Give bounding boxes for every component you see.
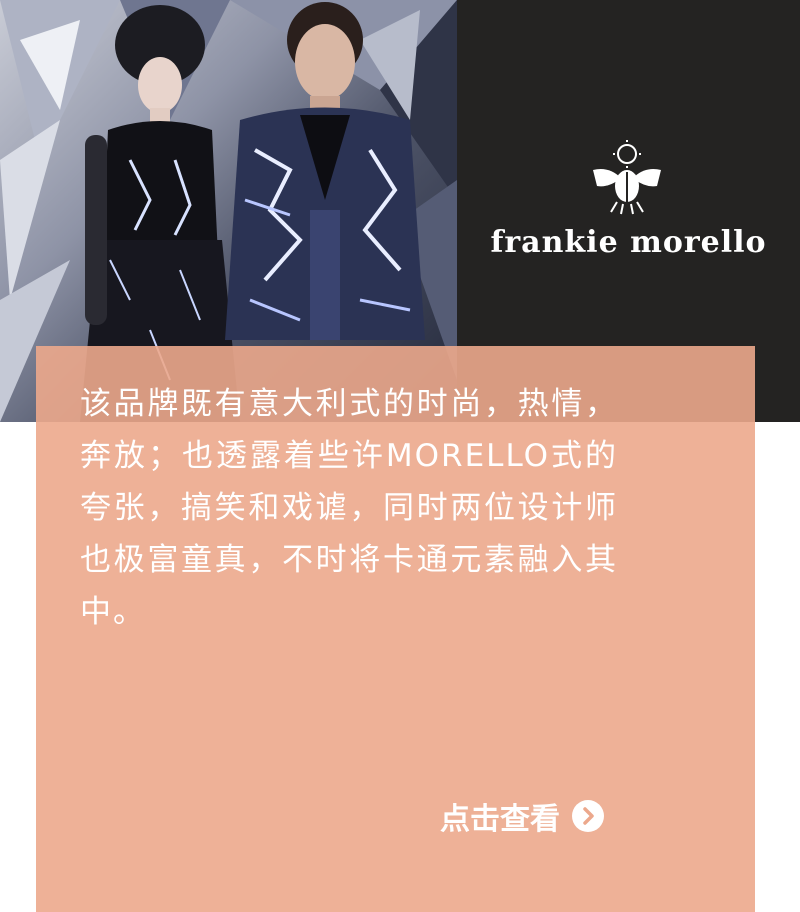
view-more-button[interactable]: 点击查看 bbox=[440, 794, 604, 838]
view-more-label: 点击查看 bbox=[440, 802, 560, 837]
brand-wordmark: frankie morello bbox=[490, 225, 767, 260]
brand-description-card: 该品牌既有意大利式的时尚，热情，奔放；也透露着些许MORELLO式的夸张，搞笑和… bbox=[36, 346, 755, 912]
chevron-right-circle-icon bbox=[572, 800, 604, 832]
scarab-logo-icon bbox=[593, 140, 661, 215]
brand-description: 该品牌既有意大利式的时尚，热情，奔放；也透露着些许MORELLO式的夸张，搞笑和… bbox=[80, 386, 618, 630]
